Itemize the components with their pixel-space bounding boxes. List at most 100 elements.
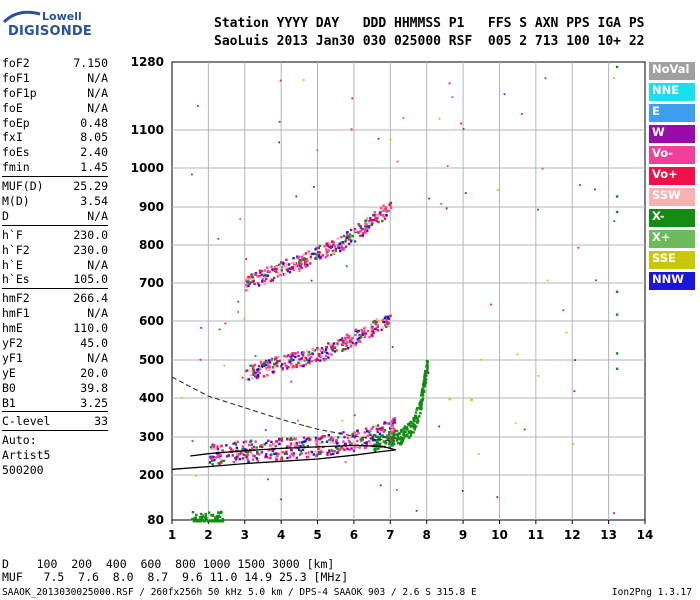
- echo-point: [280, 437, 284, 440]
- legend-item-e: E: [649, 104, 695, 122]
- echo-point: [328, 241, 331, 245]
- noise-point: [180, 396, 183, 399]
- echo-point: [250, 369, 254, 373]
- echo-point: [358, 337, 361, 340]
- echo-point: [350, 447, 353, 450]
- echo-point: [296, 444, 299, 447]
- dashed-curve: [171, 376, 391, 442]
- echo-point: [304, 452, 308, 455]
- x-tick-label: 3: [241, 528, 249, 542]
- echo-point: [361, 333, 364, 336]
- echo-point: [310, 355, 313, 359]
- param-value: N/A: [87, 70, 108, 85]
- echo-point: [344, 341, 347, 345]
- echo-point: [385, 321, 389, 324]
- echo-point: [391, 430, 394, 434]
- echo-point: [349, 345, 352, 348]
- echo-point: [414, 414, 418, 418]
- echo-point: [298, 267, 301, 271]
- legend-item-sse: SSE: [649, 251, 695, 269]
- echo-point: [220, 444, 223, 447]
- echo-point: [373, 448, 376, 451]
- echo-point: [300, 266, 303, 269]
- noise-point: [579, 184, 581, 186]
- echo-point: [357, 339, 361, 343]
- echo-point: [257, 370, 260, 374]
- echo-point: [342, 431, 345, 434]
- echo-point: [312, 453, 315, 456]
- noise-point: [254, 355, 257, 357]
- echo-point: [232, 442, 235, 445]
- echo-point: [244, 450, 248, 453]
- echo-point: [401, 440, 405, 443]
- param-value: 110.0: [73, 321, 108, 336]
- echo-point: [374, 322, 377, 326]
- echo-point: [247, 284, 250, 287]
- y-tick-label: 1100: [131, 123, 164, 137]
- echo-point: [374, 215, 377, 218]
- echo-point: [356, 439, 359, 443]
- echo-point: [258, 269, 262, 272]
- echo-point: [331, 449, 334, 452]
- echo-point: [298, 358, 301, 361]
- echo-point: [343, 448, 346, 451]
- echo-point: [225, 455, 229, 458]
- echo-point: [280, 271, 283, 275]
- echo-point: [382, 215, 386, 218]
- echo-point: [363, 335, 367, 339]
- echo-point: [407, 430, 411, 434]
- echo-point: [372, 439, 375, 442]
- echo-point: [335, 438, 338, 442]
- echo-point: [289, 443, 293, 447]
- echo-point: [301, 448, 305, 452]
- echo-point: [227, 454, 230, 457]
- echo-point: [283, 452, 287, 455]
- param-name: yE: [2, 365, 16, 380]
- echo-point: [292, 354, 295, 357]
- echo-point: [338, 242, 342, 246]
- echo-point: [332, 441, 335, 444]
- echo-point: [382, 204, 385, 207]
- echo-point: [381, 219, 384, 223]
- echo-point: [329, 352, 332, 355]
- echo-point: [299, 263, 303, 267]
- echo-point: [388, 443, 391, 446]
- echo-point: [213, 443, 216, 447]
- echo-point: [615, 210, 619, 214]
- echo-point: [301, 253, 305, 257]
- echo-point: [414, 417, 417, 420]
- echo-point: [308, 351, 312, 354]
- param-row: M(D) 3.54: [2, 194, 108, 209]
- echo-point: [372, 425, 375, 429]
- echo-point: [254, 272, 258, 275]
- echo-point: [352, 449, 356, 452]
- echo-point: [419, 400, 422, 403]
- echo-point: [251, 365, 255, 368]
- echo-point: [369, 219, 372, 222]
- echo-point: [242, 453, 246, 457]
- echo-point: [362, 435, 366, 438]
- echo-point: [290, 449, 293, 452]
- param-row: h`Es 105.0: [2, 272, 108, 287]
- echo-point: [392, 442, 396, 446]
- echo-point: [321, 434, 324, 438]
- echo-point: [256, 282, 260, 285]
- echo-point: [354, 229, 357, 232]
- echo-point: [214, 456, 218, 459]
- echo-point: [269, 279, 272, 283]
- echo-point: [376, 325, 379, 329]
- echo-point: [192, 520, 196, 523]
- echo-point: [308, 352, 312, 356]
- echo-point: [318, 353, 321, 356]
- echo-point: [387, 433, 391, 436]
- echo-point: [370, 427, 373, 430]
- param-row: foF1p N/A: [2, 86, 108, 101]
- noise-point: [438, 425, 441, 428]
- echo-point: [361, 438, 364, 441]
- echo-point: [279, 365, 283, 368]
- echo-point: [395, 433, 398, 436]
- echo-point: [294, 267, 297, 270]
- echo-point: [249, 373, 252, 377]
- echo-point: [278, 359, 281, 363]
- echo-point: [345, 333, 349, 337]
